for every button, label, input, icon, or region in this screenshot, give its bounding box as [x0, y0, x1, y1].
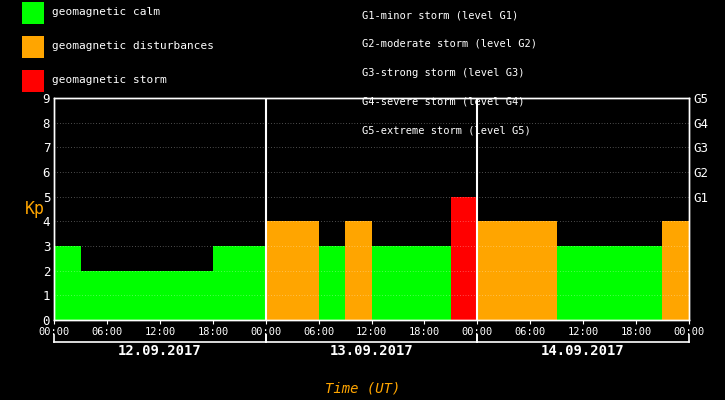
- Bar: [133, 271, 160, 320]
- Bar: [186, 271, 213, 320]
- Bar: [583, 246, 610, 320]
- Bar: [292, 221, 319, 320]
- Text: geomagnetic calm: geomagnetic calm: [52, 7, 160, 17]
- Bar: [371, 246, 398, 320]
- Bar: [345, 221, 371, 320]
- Bar: [610, 246, 636, 320]
- Bar: [213, 246, 239, 320]
- Text: 13.09.2017: 13.09.2017: [330, 344, 413, 358]
- Bar: [319, 246, 345, 320]
- Bar: [266, 221, 292, 320]
- Bar: [160, 271, 186, 320]
- Bar: [636, 246, 663, 320]
- Bar: [54, 246, 80, 320]
- Text: geomagnetic disturbances: geomagnetic disturbances: [52, 41, 214, 51]
- Bar: [530, 221, 557, 320]
- Text: 14.09.2017: 14.09.2017: [541, 344, 625, 358]
- Text: geomagnetic storm: geomagnetic storm: [52, 75, 167, 85]
- Bar: [451, 197, 477, 320]
- Text: 12.09.2017: 12.09.2017: [118, 344, 202, 358]
- Bar: [398, 246, 424, 320]
- Text: G4-severe storm (level G4): G4-severe storm (level G4): [362, 96, 525, 106]
- Bar: [477, 221, 504, 320]
- Text: G5-extreme storm (level G5): G5-extreme storm (level G5): [362, 125, 531, 135]
- Text: G3-strong storm (level G3): G3-strong storm (level G3): [362, 68, 525, 78]
- Bar: [424, 246, 451, 320]
- Bar: [504, 221, 530, 320]
- Bar: [107, 271, 133, 320]
- Text: G2-moderate storm (level G2): G2-moderate storm (level G2): [362, 39, 537, 49]
- Bar: [239, 246, 266, 320]
- Bar: [80, 271, 107, 320]
- Text: Time (UT): Time (UT): [325, 382, 400, 396]
- Y-axis label: Kp: Kp: [25, 200, 44, 218]
- Text: G1-minor storm (level G1): G1-minor storm (level G1): [362, 10, 519, 20]
- Bar: [663, 221, 689, 320]
- Bar: [557, 246, 583, 320]
